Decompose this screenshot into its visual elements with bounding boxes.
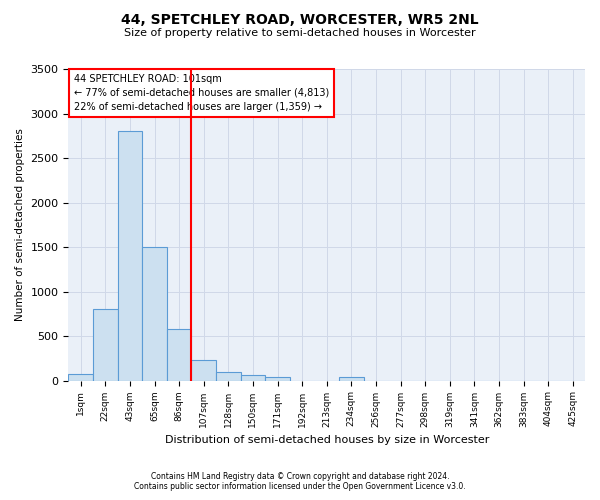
Bar [191,360,216,380]
Bar [265,377,290,380]
Bar [216,372,241,380]
Y-axis label: Number of semi-detached properties: Number of semi-detached properties [15,128,25,321]
Bar [118,132,142,380]
Text: 44, SPETCHLEY ROAD, WORCESTER, WR5 2NL: 44, SPETCHLEY ROAD, WORCESTER, WR5 2NL [121,12,479,26]
Bar [68,374,93,380]
Text: Contains HM Land Registry data © Crown copyright and database right 2024.: Contains HM Land Registry data © Crown c… [151,472,449,481]
X-axis label: Distribution of semi-detached houses by size in Worcester: Distribution of semi-detached houses by … [164,435,489,445]
Bar [167,330,191,380]
Bar [142,247,167,380]
Text: 44 SPETCHLEY ROAD: 101sqm
← 77% of semi-detached houses are smaller (4,813)
22% : 44 SPETCHLEY ROAD: 101sqm ← 77% of semi-… [74,74,329,112]
Text: Size of property relative to semi-detached houses in Worcester: Size of property relative to semi-detach… [124,28,476,38]
Bar [93,310,118,380]
Text: Contains public sector information licensed under the Open Government Licence v3: Contains public sector information licen… [134,482,466,491]
Bar [241,375,265,380]
Bar [339,377,364,380]
